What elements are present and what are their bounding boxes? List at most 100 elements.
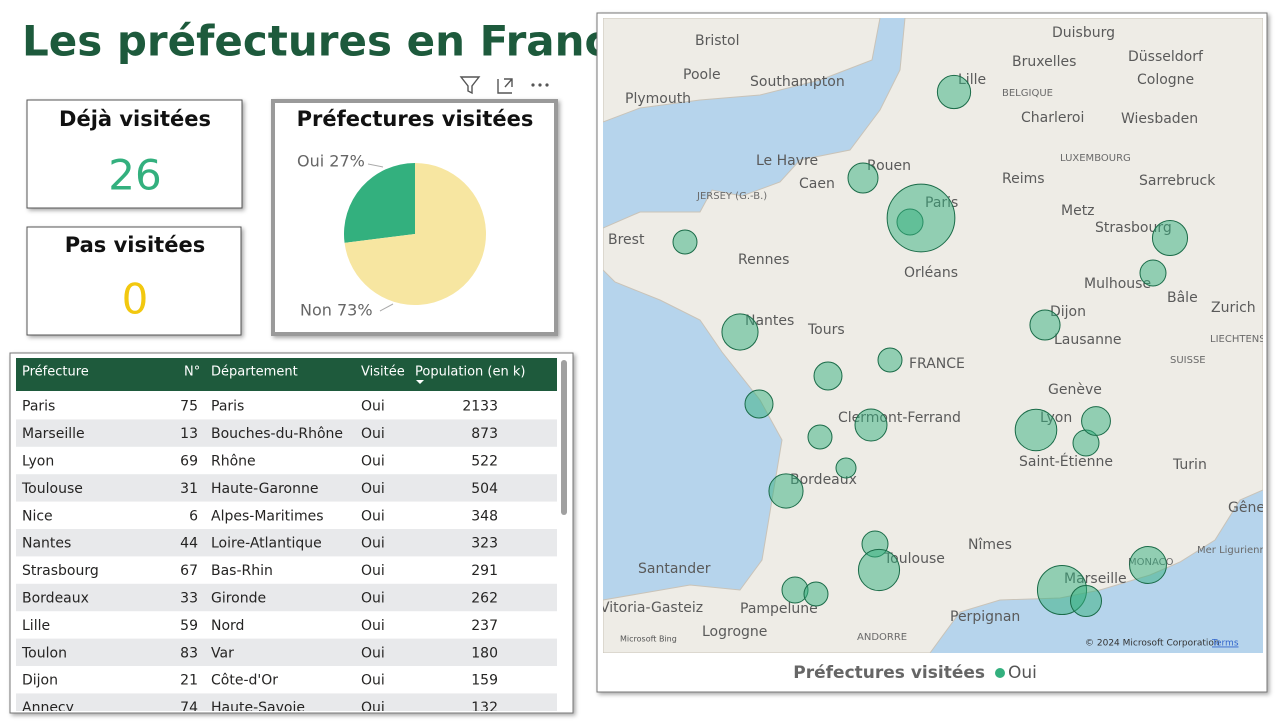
table-cell: Côte-d'Or bbox=[211, 673, 278, 689]
table-cell: Strasbourg bbox=[22, 563, 99, 579]
table-cell: Annecy bbox=[22, 700, 74, 716]
card-title: Déjà visitées bbox=[59, 107, 211, 131]
table-cell: Toulon bbox=[21, 645, 67, 661]
map-bubble bbox=[744, 389, 774, 419]
table-cell: 291 bbox=[471, 563, 498, 579]
land bbox=[603, 18, 881, 123]
table-cell: 262 bbox=[471, 591, 498, 607]
map-label: Charleroi bbox=[1021, 110, 1084, 126]
map-label: Nîmes bbox=[968, 537, 1012, 553]
legend-item: Oui bbox=[1008, 663, 1037, 683]
map-label: Zurich bbox=[1211, 300, 1256, 316]
map-label: ANDORRE bbox=[857, 632, 907, 643]
map-bubble bbox=[807, 424, 833, 450]
table-cell: 237 bbox=[471, 618, 498, 634]
map-bubble bbox=[1129, 546, 1167, 584]
map-label: Vitoria-Gasteiz bbox=[600, 600, 703, 616]
table-cell: Paris bbox=[211, 399, 244, 415]
attribution: © 2024 Microsoft Corporation bbox=[1085, 639, 1220, 649]
card-value: 0 bbox=[122, 275, 149, 324]
table-cell: Marseille bbox=[22, 426, 85, 442]
table-cell: 31 bbox=[180, 481, 198, 497]
table-cell: Lyon bbox=[22, 454, 54, 470]
table-header bbox=[16, 358, 557, 391]
table-cell: Oui bbox=[361, 508, 385, 524]
map-label: Bristol bbox=[695, 33, 740, 49]
map-bubble bbox=[721, 313, 759, 351]
leader-line bbox=[379, 303, 394, 312]
table-cell: Bordeaux bbox=[22, 591, 89, 607]
map-label: Genève bbox=[1048, 382, 1102, 398]
map-bubble bbox=[854, 408, 888, 442]
map-label: Dijon bbox=[1050, 304, 1086, 320]
map-label: Wiesbaden bbox=[1121, 111, 1198, 127]
legend-title: Préfectures visitées bbox=[793, 663, 985, 683]
map-bubble bbox=[803, 581, 829, 607]
terms-link[interactable]: Terms bbox=[1211, 639, 1239, 649]
leader-line bbox=[367, 163, 384, 168]
table-cell: Oui bbox=[361, 700, 385, 716]
table-cell: 348 bbox=[471, 508, 498, 524]
map-label: Le Havre bbox=[756, 153, 818, 169]
map-bubble bbox=[768, 473, 804, 509]
map-bubble bbox=[936, 74, 972, 110]
data-label: Oui 27% bbox=[297, 152, 365, 171]
map-label: FRANCE bbox=[909, 356, 965, 372]
map-label: Perpignan bbox=[950, 609, 1020, 625]
table-cell: Var bbox=[211, 645, 234, 661]
card-value: 26 bbox=[108, 151, 161, 200]
column-header: Préfecture bbox=[22, 365, 89, 380]
filter-icon[interactable] bbox=[459, 76, 481, 95]
table-cell: Oui bbox=[361, 645, 385, 661]
table-cell: 504 bbox=[471, 481, 498, 497]
map-bubble bbox=[1151, 219, 1189, 257]
map-label: Turin bbox=[1172, 457, 1207, 473]
pie: Oui 27% Non 73% bbox=[297, 152, 486, 320]
map-label: Rennes bbox=[738, 252, 789, 268]
table-cell: 13 bbox=[180, 426, 198, 442]
table-cell: Rhône bbox=[211, 454, 256, 470]
card bbox=[26, 226, 242, 336]
table-cell: Lille bbox=[22, 618, 50, 634]
map-bubble bbox=[835, 457, 857, 479]
map-label: Reims bbox=[1002, 171, 1045, 187]
table-cell: Nantes bbox=[22, 536, 71, 552]
row-band bbox=[16, 529, 557, 557]
table-cell: 59 bbox=[180, 618, 198, 634]
map-bubble bbox=[847, 162, 879, 194]
map-label: Caen bbox=[799, 176, 835, 192]
focus-icon[interactable] bbox=[497, 78, 513, 94]
row-band bbox=[16, 583, 557, 612]
map-label: Plymouth bbox=[625, 91, 691, 107]
table-cell: 83 bbox=[180, 645, 198, 661]
table-cell: Bouches-du-Rhône bbox=[211, 426, 343, 442]
table-cell: 74 bbox=[180, 700, 198, 716]
pie-slice bbox=[344, 163, 415, 243]
table-cell: 873 bbox=[471, 426, 498, 442]
table-cell: Bas-Rhin bbox=[211, 563, 273, 579]
sort-arrow bbox=[416, 380, 424, 384]
map-label: Santander bbox=[638, 561, 711, 577]
table-cell: Gironde bbox=[211, 591, 266, 607]
table-cell: 33 bbox=[180, 591, 198, 607]
pie-slice bbox=[344, 163, 486, 306]
map-label: Mer Ligurienne bbox=[1197, 545, 1272, 556]
table-cell: 67 bbox=[180, 563, 198, 579]
more-icon[interactable] bbox=[531, 83, 549, 87]
map-label: Lausanne bbox=[1054, 332, 1121, 348]
scrollbar[interactable] bbox=[561, 360, 567, 515]
map-label: Mulhouse bbox=[1084, 276, 1151, 292]
table-cell: 180 bbox=[471, 645, 498, 661]
row-band bbox=[16, 638, 557, 666]
column-header: Département bbox=[211, 365, 298, 380]
table-cell: 75 bbox=[180, 399, 198, 415]
map: Bristol Poole Southampton Plymouth Duisburg D… bbox=[600, 18, 1272, 653]
map-label: Düsseldorf bbox=[1128, 49, 1204, 65]
map-label: Duisburg bbox=[1052, 25, 1115, 41]
pie-title: Préfectures visitées bbox=[297, 107, 534, 131]
table-cell: Toulouse bbox=[21, 481, 83, 497]
table-cell: Nice bbox=[22, 508, 53, 524]
map-label: SUISSE bbox=[1170, 355, 1206, 366]
table-cell: Oui bbox=[361, 426, 385, 442]
